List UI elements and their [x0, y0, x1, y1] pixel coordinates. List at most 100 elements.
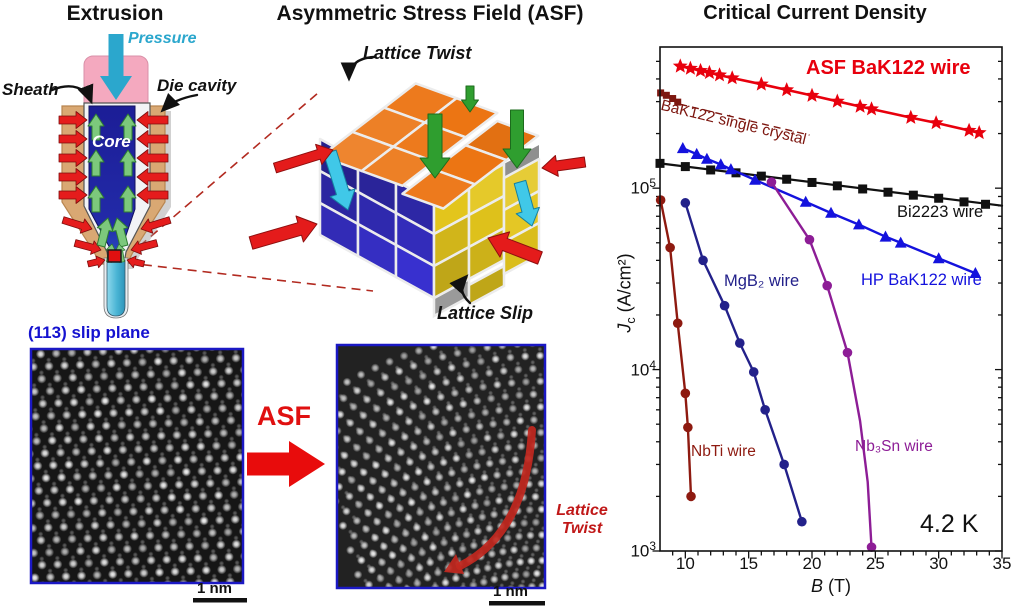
y-axis-title: Jc (A/cm²): [614, 253, 638, 333]
stress-arrow-red-lower-left: [248, 215, 318, 250]
stem-micrographs: [29, 343, 547, 606]
x-tick-label-4: 30: [929, 554, 949, 573]
flow-arrow-left-1: [87, 149, 105, 177]
micrograph-2-lattice: [337, 345, 545, 588]
series-label-nbti: NbTi wire: [691, 443, 756, 460]
asf-lattice-cube-diagram: [248, 82, 587, 319]
lattice-slip-label: Lattice Slip: [437, 303, 534, 323]
series-line-mgb2: [684, 201, 804, 523]
micrograph-1-border: [29, 347, 245, 585]
stress-arrow-left-2: [58, 149, 88, 167]
series-label-asf_bak122: ASF BaK122 wire: [806, 57, 971, 79]
y-tick-label-0: 103: [630, 539, 656, 561]
flow-arrow-left-0: [87, 113, 105, 141]
y-axis-symbol: J: [614, 323, 635, 333]
stress-arrow-left-3: [58, 168, 88, 186]
extruded-rod: [106, 259, 126, 317]
stress-arrow-right-3: [136, 168, 169, 186]
annotation-arrows: [50, 55, 472, 305]
deformation-zone-marker: [107, 249, 122, 263]
panel-title-asf: Asymmetric Stress Field (ASF): [276, 2, 584, 25]
series-hp_bak122: [676, 142, 982, 278]
asf-transition-arrow: [247, 441, 325, 487]
panel-title-chart: Critical Current Density: [703, 2, 927, 24]
asf-label: ASF: [257, 401, 311, 431]
compress-arrow-green-2: [502, 109, 532, 169]
lattice-twist-label: Lattice Twist: [363, 43, 472, 63]
series-bi2223: [655, 158, 1004, 209]
shear-arrow-cyan-left: [323, 149, 356, 211]
panel-title-extrusion: Extrusion: [66, 2, 164, 25]
zoom-connector-lines: [127, 92, 374, 292]
die-cavity-label: Die cavity: [157, 76, 237, 95]
y-tick-label-2: 105: [630, 176, 656, 198]
stress-arrow-tip-left: [86, 255, 106, 269]
series-label-nb3sn: Nb₃Sn wire: [855, 438, 933, 455]
x-axis-symbol: B: [810, 576, 823, 596]
x-axis-unit: (T): [828, 576, 851, 596]
stress-arrow-left-4: [58, 186, 88, 204]
x-tick-label-5: 35: [992, 554, 1011, 573]
x-tick-label-1: 15: [739, 554, 759, 573]
axis-ticks: [652, 60, 1003, 559]
stress-arrow-red-bottom-right: [487, 231, 543, 265]
jc-b-chart: [652, 46, 1004, 559]
micrograph-1-lattice: [31, 349, 243, 583]
series-label-hp_bak122: HP BaK122 wire: [861, 271, 982, 289]
stress-arrow-taper-right-2: [130, 239, 159, 255]
series-asf_bak122: [672, 58, 987, 140]
flow-arrow-taper-left: [96, 217, 114, 248]
y-tick-label-1: 104: [630, 357, 656, 380]
series-nb3sn: [766, 177, 877, 552]
stress-arrow-red-upper-left: [273, 143, 334, 174]
core-label: Core: [92, 132, 131, 151]
stress-arrow-tip-right: [126, 255, 146, 269]
zoom-wedge-line-bottom: [127, 262, 374, 292]
lattice-twist-arrowhead: [444, 554, 464, 574]
pressure-label: Pressure: [128, 30, 197, 47]
extrusion-diagram: [58, 34, 172, 319]
sheath-label: Sheath: [2, 80, 59, 99]
stress-arrow-left-1: [58, 130, 88, 148]
series-mgb2: [680, 198, 807, 527]
series-dashed-bak122_crystal: [680, 103, 810, 136]
x-axis-title: B (T): [791, 576, 871, 597]
pressure-arrow: [100, 34, 132, 100]
lattice-twist-annotation-line2: Twist: [561, 519, 603, 537]
zoom-wedge-line-top: [127, 92, 319, 257]
asf-big-arrow: [247, 441, 325, 487]
stress-arrow-taper-left-1: [61, 216, 93, 234]
slipped-cube-yellow: [467, 263, 506, 308]
cube-tile-top: [360, 145, 436, 188]
chart-frame: [659, 46, 1003, 552]
micrograph-2-border: [335, 343, 547, 590]
stress-arrow-red-right: [541, 155, 587, 177]
series-line-nbti: [659, 198, 693, 498]
slip-plane-label: (113) slip plane: [28, 323, 150, 342]
die-cavity-pointer-arrow: [160, 93, 199, 113]
compress-arrow-green-1: [419, 113, 451, 179]
stress-arrow-right-0: [136, 111, 169, 129]
stress-arrow-right-2: [136, 149, 169, 167]
lattice-twist-annotation: Lattice Twist: [543, 502, 621, 537]
shear-arrow-cyan-right: [513, 179, 540, 227]
x-tick-label-0: 10: [675, 554, 695, 573]
temperature-annotation: 4.2 K: [920, 510, 979, 538]
flow-arrow-left-2: [87, 185, 105, 213]
scale-bar-1: [193, 598, 247, 603]
flow-arrow-right-2: [119, 185, 137, 213]
series-line-nb3sn: [770, 180, 873, 549]
sheath-pointer-arrow: [50, 83, 94, 105]
lattice-twist-arrow: [456, 426, 536, 570]
series-label-mgb2: MgB₂ wire: [724, 272, 800, 290]
x-tick-label-3: 25: [865, 554, 885, 573]
compress-arrow-green-small: [461, 85, 479, 113]
cube-tile-top: [401, 168, 477, 210]
flow-arrow-right-0: [119, 113, 137, 141]
scale-bar-2: [489, 601, 545, 606]
y-axis-unit: (A/cm²): [614, 253, 635, 313]
lattice-twist-pointer-arrow: [340, 55, 376, 82]
scale-bar-label-1: 1 nm: [197, 580, 233, 597]
